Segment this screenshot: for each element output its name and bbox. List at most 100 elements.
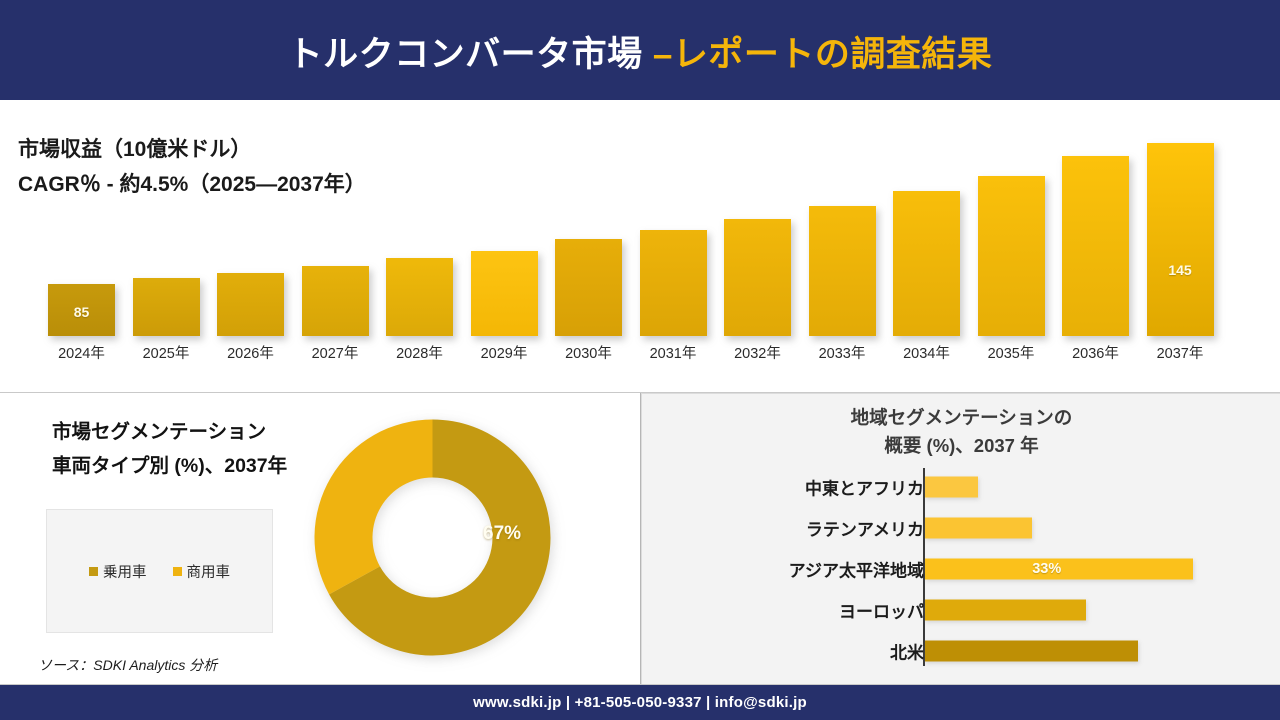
bar <box>48 284 115 336</box>
donut-chart: 67% <box>305 410 560 665</box>
bar-column <box>977 130 1045 336</box>
subtitle-block: 市場収益（10億米ドル） CAGR％ - 約4.5%（2025―2037年） <box>18 133 366 202</box>
donut-slice <box>314 419 433 595</box>
bar-column: 145 <box>1146 130 1214 336</box>
bar-column <box>1062 130 1129 336</box>
donut-legend: 乗用車 商用車 <box>46 509 273 633</box>
x-axis-tick-label: 2028年 <box>396 346 443 362</box>
legend-label-passenger: 乗用車 <box>103 564 147 581</box>
region-bar-label: ヨーロッパ <box>839 602 924 621</box>
revenue-bar-chart: 85 145 2024年 2025年 2026年 2027年 2028年 2029年 2030… <box>0 130 1280 375</box>
bar-value-label: 145 <box>1168 262 1192 279</box>
bar-column <box>639 130 707 336</box>
bar-chart-x-axis: 2024年 2025年 2026年 2027年 2028年 2029年 2030年 2031年… <box>48 342 1233 368</box>
bar-value-label: 85 <box>73 304 90 321</box>
region-bar-row: 中東とアフリカ <box>642 466 1280 507</box>
bar-column <box>217 130 284 336</box>
region-bar-label: ラテンアメリカ <box>805 520 924 539</box>
divider-horizontal-top <box>0 392 1280 393</box>
legend-swatch-passenger-icon <box>89 566 98 576</box>
bar-column <box>555 130 622 336</box>
bar <box>132 278 200 336</box>
region-title-line1: 地域セグメンテーションの <box>850 407 1073 428</box>
region-chart-axis <box>923 468 925 666</box>
bar <box>893 191 960 336</box>
region-bar-row: ラテンアメリカ <box>642 507 1280 548</box>
x-axis-tick-label: 2037年 <box>1156 346 1204 362</box>
segmentation-panel: 市場セグメンテーション 車両タイプ別 (%)、2037年 乗用車 商用車 67%… <box>0 393 640 685</box>
bar <box>639 230 707 336</box>
segmentation-title-line1: 市場セグメンテーション <box>52 421 267 443</box>
region-bar-row: ヨーロッパ <box>642 589 1280 630</box>
divider-horizontal-bottom <box>0 684 1280 685</box>
bar <box>808 206 876 336</box>
bar <box>470 251 538 336</box>
page-title-accent: –レポートの調査結果 <box>652 35 993 74</box>
region-bar <box>925 476 978 497</box>
bar-column <box>893 130 960 336</box>
legend-item-commercial: 商用車 <box>172 561 231 582</box>
bar <box>1062 156 1129 336</box>
region-bar-label: 北米 <box>890 643 924 662</box>
header-title-group: トルクコンバータ市場 –レポートの調査結果 <box>288 26 993 77</box>
bar <box>386 258 453 336</box>
bar-column <box>132 130 200 336</box>
bar-chart-plot-area: 85 145 <box>48 130 1233 336</box>
page-title: トルクコンバータ市場 <box>287 35 653 74</box>
bar <box>217 273 284 336</box>
source-note: ソース：SDKI Analytics 分析 <box>38 657 218 673</box>
donut-slice <box>329 419 551 656</box>
bar <box>301 266 369 336</box>
x-axis-tick-label: 2036年 <box>1072 346 1119 362</box>
x-axis-tick-label: 2033年 <box>818 346 866 362</box>
region-bar-label: アジア太平洋地域 <box>788 561 924 580</box>
region-bar <box>925 640 1138 661</box>
footer-contact-text: www.sdki.jp | +81-505-050-9337 | info@sd… <box>473 694 807 711</box>
x-axis-tick-label: 2031年 <box>649 346 697 362</box>
legend-swatch-commercial-icon <box>172 566 182 576</box>
bar-column <box>724 130 791 336</box>
donut-chart-svg <box>314 419 551 656</box>
page-footer: www.sdki.jp | +81-505-050-9337 | info@sd… <box>0 685 1280 720</box>
bar-column <box>470 130 538 336</box>
region-panel: 地域セグメンテーションの 概要 (%)、2037 年 中東とアフリカ ラテンアメリ… <box>641 393 1280 685</box>
region-bar-label: 中東とアフリカ <box>805 479 924 498</box>
bar-column <box>808 130 876 336</box>
bar <box>1146 143 1214 336</box>
region-bar <box>925 517 1032 538</box>
x-axis-tick-label: 2026年 <box>227 346 274 362</box>
bar-column <box>386 130 453 336</box>
x-axis-tick-label: 2027年 <box>311 346 359 362</box>
region-bar-chart-plot-area: 中東とアフリカ ラテンアメリカアジア太平洋地域 33% ヨーロッパ北米 <box>642 466 1280 671</box>
market-revenue-label: 市場収益（10億米ドル） <box>18 138 252 161</box>
legend-label-commercial: 商用車 <box>186 564 231 581</box>
bar-column <box>301 130 369 336</box>
bar <box>977 176 1045 336</box>
cagr-label: CAGR％ - 約4.5%（2025―2037年） <box>18 172 366 196</box>
x-axis-tick-label: 2029年 <box>480 346 528 362</box>
region-bar-value-label: 33% <box>1032 560 1062 577</box>
region-title-line2: 概要 (%)、2037 年 <box>884 434 1039 456</box>
divider-vertical <box>640 393 641 685</box>
region-bar-row: 北米 <box>642 630 1280 671</box>
region-bar <box>925 599 1086 620</box>
bar <box>724 219 791 336</box>
segmentation-title: 市場セグメンテーション 車両タイプ別 (%)、2037年 <box>52 415 382 483</box>
header-underline <box>0 100 1280 103</box>
donut-value-label: 67% <box>483 523 522 544</box>
page-header: トルクコンバータ市場 –レポートの調査結果 <box>0 0 1280 103</box>
legend-item-passenger: 乗用車 <box>89 561 147 582</box>
bar-column: 85 <box>48 130 115 336</box>
x-axis-tick-label: 2025年 <box>142 346 190 362</box>
x-axis-tick-label: 2030年 <box>565 346 612 362</box>
region-bar-row: アジア太平洋地域 33% <box>642 548 1280 589</box>
segmentation-title-line2: 車両タイプ別 (%)、2037年 <box>52 455 288 478</box>
x-axis-tick-label: 2035年 <box>987 346 1035 362</box>
x-axis-tick-label: 2032年 <box>734 346 781 362</box>
region-bar <box>925 558 1193 579</box>
x-axis-tick-label: 2034年 <box>903 346 950 362</box>
region-title: 地域セグメンテーションの 概要 (%)、2037 年 <box>642 404 1280 460</box>
bar <box>555 239 622 336</box>
x-axis-tick-label: 2024年 <box>58 346 105 362</box>
